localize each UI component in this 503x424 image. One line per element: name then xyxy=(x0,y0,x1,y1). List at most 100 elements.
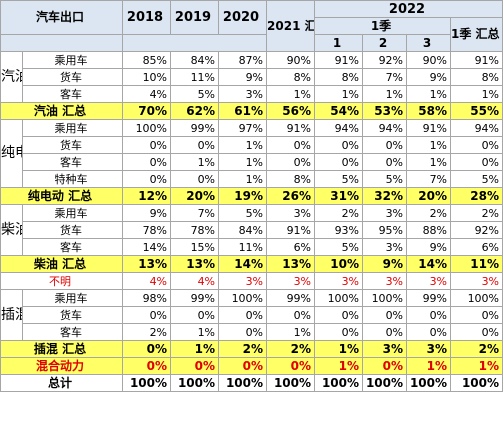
value-cell: 2% xyxy=(266,340,316,358)
value-cell: 1% xyxy=(406,136,452,154)
value-cell: 100% xyxy=(314,289,364,307)
value-cell: 2% xyxy=(450,204,503,222)
table-row: 客车 4% 5% 3% 1% 1% 1% 1% 1% xyxy=(1,85,503,103)
value-cell: 12% xyxy=(122,187,172,205)
value-cell: 84% xyxy=(170,51,220,69)
value-cell: 1% xyxy=(406,153,452,171)
value-cell: 20% xyxy=(170,187,220,205)
value-cell: 8% xyxy=(266,68,316,86)
header-2021-total: 2021 汇总 xyxy=(266,0,316,52)
value-cell: 6% xyxy=(450,238,503,256)
value-cell: 94% xyxy=(314,119,364,137)
value-cell: 1% xyxy=(450,85,503,103)
value-cell: 2% xyxy=(122,323,172,341)
value-cell: 100% xyxy=(314,374,364,392)
value-cell: 93% xyxy=(314,221,364,239)
value-cell: 0% xyxy=(450,136,503,154)
value-cell: 70% xyxy=(122,102,172,120)
value-cell: 10% xyxy=(314,255,364,273)
value-cell: 0% xyxy=(362,136,408,154)
table-row: 货车 0% 0% 0% 0% 0% 0% 0% 0% xyxy=(1,306,503,324)
value-cell: 0% xyxy=(170,136,220,154)
value-cell: 3% xyxy=(362,272,408,290)
value-cell: 100% xyxy=(450,289,503,307)
vehicle-type-cell: 货车 xyxy=(21,136,124,154)
value-cell: 53% xyxy=(362,102,408,120)
value-cell: 31% xyxy=(314,187,364,205)
value-cell: 8% xyxy=(314,68,364,86)
value-cell: 62% xyxy=(170,102,220,120)
vehicle-type-cell: 乘用车 xyxy=(21,204,124,222)
value-cell: 3% xyxy=(218,85,268,103)
value-cell: 11% xyxy=(450,255,503,273)
value-cell: 0% xyxy=(314,136,364,154)
summary-row: 混合动力 0% 0% 0% 0% 1% 0% 1% 1% xyxy=(0,357,503,375)
value-cell: 98% xyxy=(122,289,172,307)
value-cell: 58% xyxy=(406,102,452,120)
value-cell: 0% xyxy=(314,323,364,341)
vehicle-type-cell: 特种车 xyxy=(21,170,124,188)
value-cell: 1% xyxy=(450,357,503,375)
value-cell: 9% xyxy=(406,238,452,256)
value-cell: 11% xyxy=(218,238,268,256)
summary-row: 纯电动 汇总 12% 20% 19% 26% 31% 32% 20% 28% xyxy=(0,187,503,205)
summary-row: 汽油 汇总 70% 62% 61% 56% 54% 53% 58% 55% xyxy=(0,102,503,120)
vehicle-type-cell: 乘用车 xyxy=(21,119,124,137)
value-cell: 0% xyxy=(122,153,172,171)
value-cell: 14% xyxy=(406,255,452,273)
value-cell: 2% xyxy=(406,204,452,222)
value-cell: 0% xyxy=(362,306,408,324)
vehicle-type-cell: 客车 xyxy=(21,238,124,256)
value-cell: 5% xyxy=(170,85,220,103)
value-cell: 94% xyxy=(450,119,503,137)
value-cell: 100% xyxy=(122,374,172,392)
value-cell: 1% xyxy=(406,85,452,103)
value-cell: 13% xyxy=(170,255,220,273)
value-cell: 87% xyxy=(218,51,268,69)
value-cell: 3% xyxy=(450,272,503,290)
value-cell: 0% xyxy=(122,136,172,154)
value-cell: 20% xyxy=(406,187,452,205)
value-cell: 95% xyxy=(362,221,408,239)
value-cell: 3% xyxy=(266,204,316,222)
value-cell: 14% xyxy=(218,255,268,273)
value-cell: 19% xyxy=(218,187,268,205)
value-cell: 0% xyxy=(266,153,316,171)
value-cell: 3% xyxy=(266,272,316,290)
vehicle-type-cell: 客车 xyxy=(21,153,124,171)
vehicle-type-cell: 客车 xyxy=(21,323,124,341)
value-cell: 0% xyxy=(266,136,316,154)
value-cell: 15% xyxy=(170,238,220,256)
header-2022: 2022 xyxy=(314,0,503,18)
vehicle-type-cell: 货车 xyxy=(21,221,124,239)
value-cell: 100% xyxy=(218,374,268,392)
value-cell: 13% xyxy=(266,255,316,273)
value-cell: 0% xyxy=(406,306,452,324)
group-label: 插混 xyxy=(0,289,23,341)
value-cell: 0% xyxy=(266,306,316,324)
value-cell: 3% xyxy=(314,272,364,290)
value-cell: 2% xyxy=(218,340,268,358)
value-cell: 100% xyxy=(406,374,452,392)
value-cell: 0% xyxy=(266,357,316,375)
value-cell: 1% xyxy=(218,170,268,188)
value-cell: 10% xyxy=(122,68,172,86)
value-cell: 1% xyxy=(218,153,268,171)
value-cell: 11% xyxy=(170,68,220,86)
value-cell: 92% xyxy=(362,51,408,69)
value-cell: 91% xyxy=(450,51,503,69)
value-cell: 100% xyxy=(122,119,172,137)
value-cell: 61% xyxy=(218,102,268,120)
value-cell: 91% xyxy=(266,119,316,137)
value-cell: 91% xyxy=(406,119,452,137)
header-2019: 2019 xyxy=(170,0,220,35)
value-cell: 1% xyxy=(314,85,364,103)
value-cell: 91% xyxy=(314,51,364,69)
value-cell: 0% xyxy=(314,153,364,171)
value-cell: 100% xyxy=(450,374,503,392)
summary-row: 插混 汇总 0% 1% 2% 2% 1% 3% 3% 2% xyxy=(0,340,503,358)
value-cell: 100% xyxy=(170,374,220,392)
value-cell: 1% xyxy=(218,136,268,154)
value-cell: 99% xyxy=(170,119,220,137)
